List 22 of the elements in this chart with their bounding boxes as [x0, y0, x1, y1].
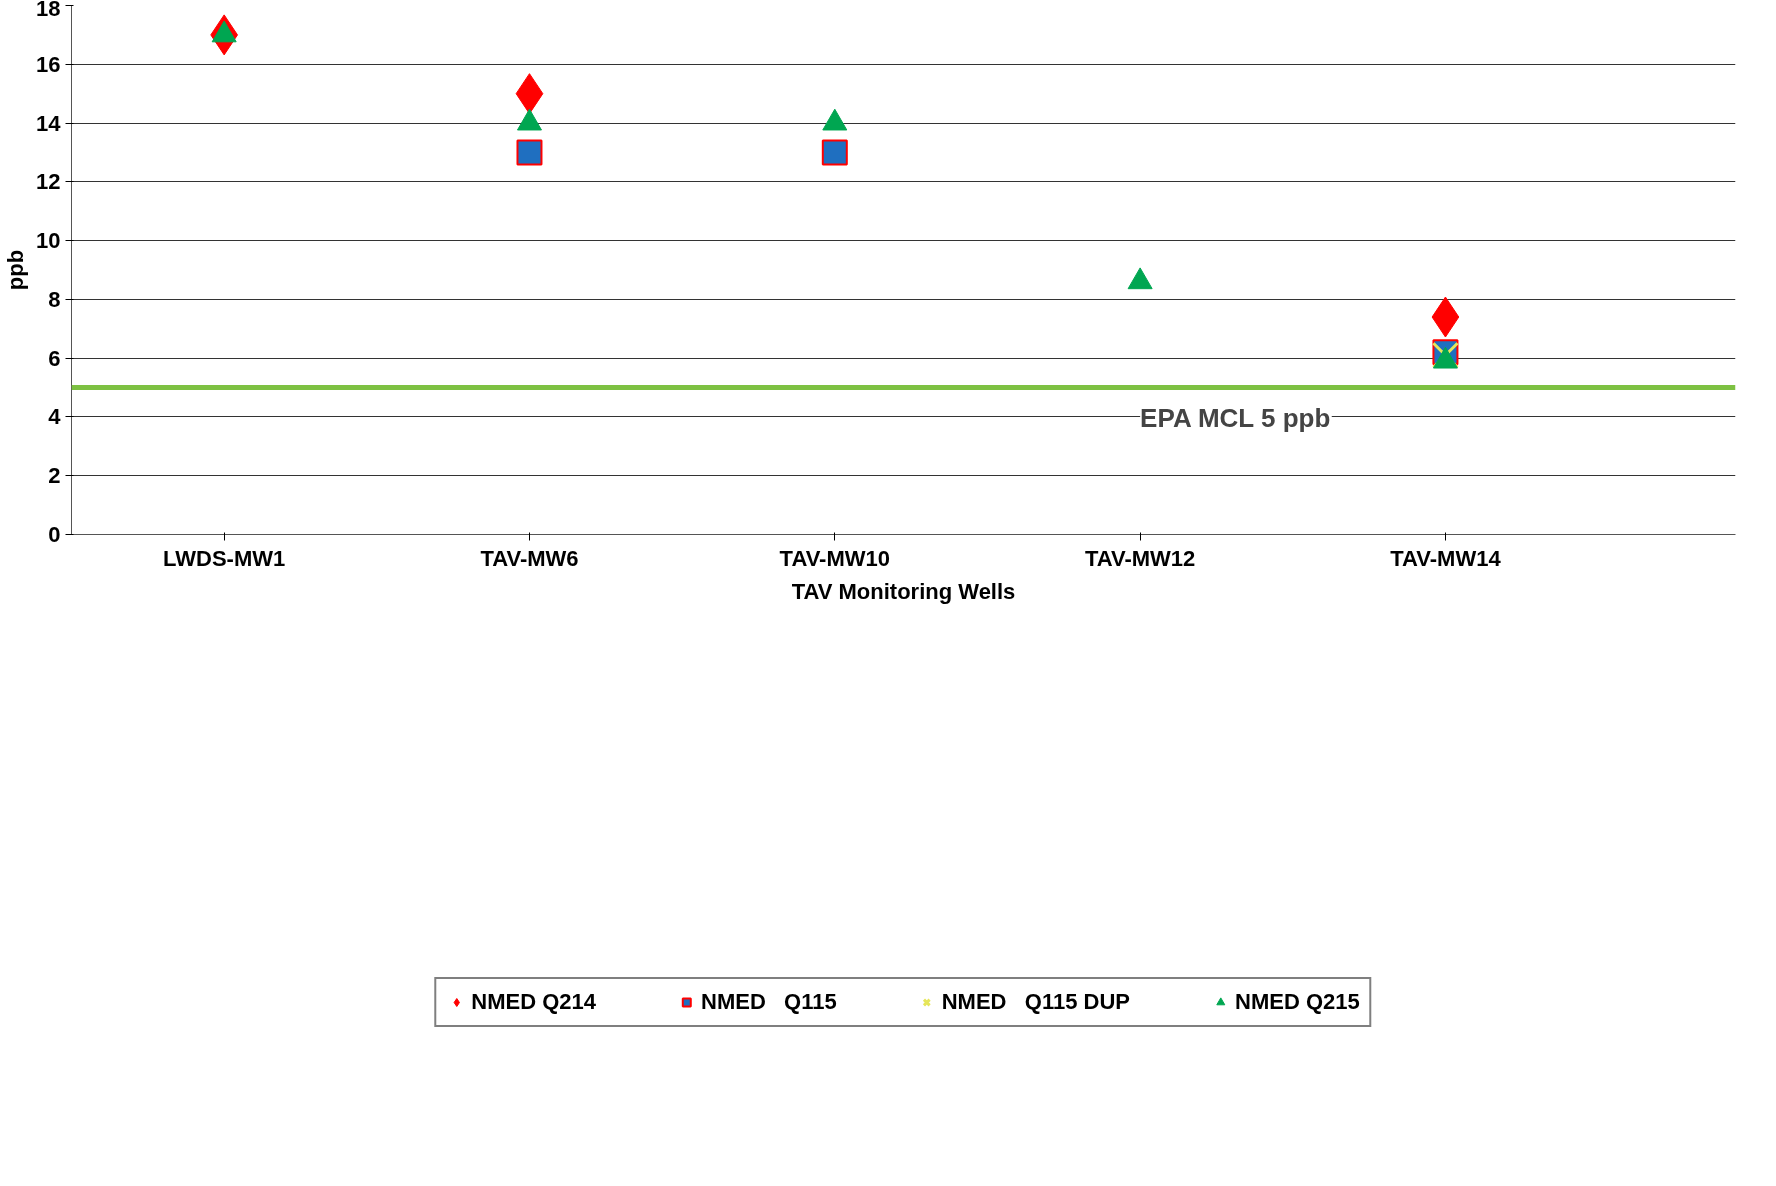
x-tick-label: TAV-MW10	[779, 545, 891, 571]
x-axis-title: TAV Monitoring Wells	[791, 578, 1016, 604]
y-tick-label: 16	[36, 51, 61, 77]
x-tick-label: LWDS-MW1	[163, 545, 286, 571]
y-tick-label: 0	[48, 522, 61, 547]
y-tick-label: 4	[48, 404, 62, 430]
x-tick-label: TAV-MW6	[480, 545, 579, 571]
y-tick-label: 10	[36, 228, 61, 254]
x-tick-label: TAV-MW12	[1084, 545, 1196, 571]
y-axis-title: ppb	[3, 249, 29, 291]
y-tick-label: 12	[36, 169, 61, 195]
y-tick-label: 8	[48, 286, 61, 312]
legend-label: NMED Q214	[471, 988, 596, 1015]
y-tick-label: 14	[36, 110, 62, 136]
ref-line-label: EPA MCL 5 ppb	[1140, 402, 1331, 433]
legend-label: NMED Q215	[1235, 988, 1360, 1015]
y-tick-label: 18	[36, 0, 61, 21]
legend-label: NMED Q115	[701, 988, 837, 1015]
x-tick-label: TAV-MW14	[1390, 545, 1502, 571]
legend-label: NMED Q115 DUP	[941, 988, 1130, 1015]
y-tick-label: 6	[48, 345, 61, 371]
y-tick-label: 2	[48, 463, 61, 489]
